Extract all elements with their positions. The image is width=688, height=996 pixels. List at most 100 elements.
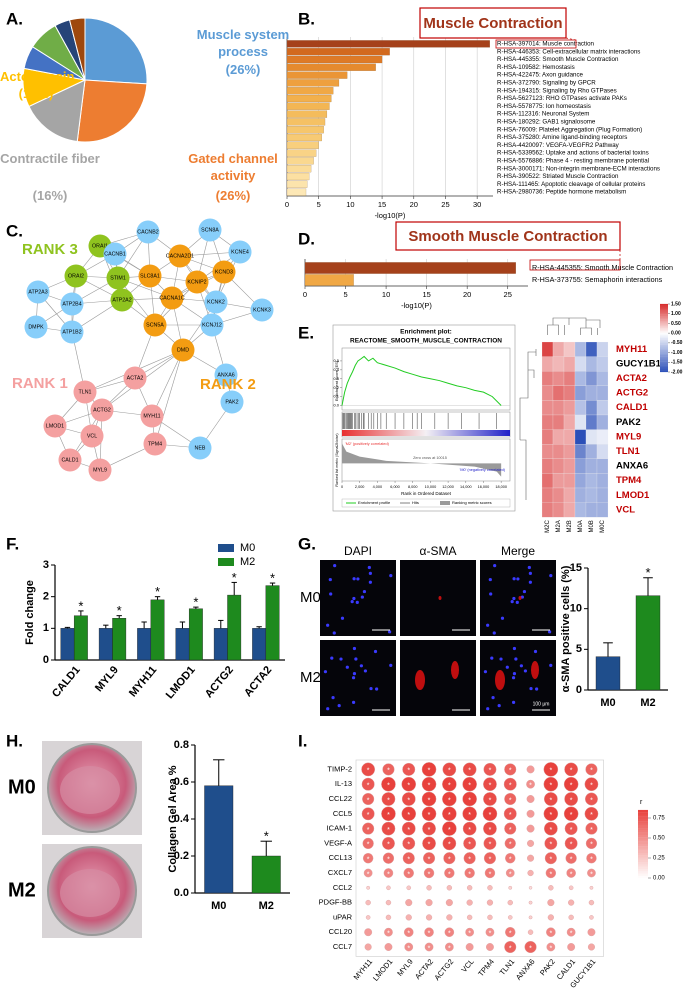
- correlation-dot: [462, 821, 477, 836]
- error-bar: [603, 642, 613, 657]
- y-axis-label: Collagen Gel Area %: [167, 765, 179, 872]
- bar: [175, 628, 190, 661]
- colorbar-step: [638, 819, 648, 822]
- correlation-dot: [587, 868, 596, 878]
- heatmap-cell: [563, 502, 576, 518]
- significance: *: [489, 783, 492, 790]
- colorbar-step: [638, 871, 648, 874]
- colorbar-step: [660, 360, 668, 362]
- heatmap-cell: [541, 356, 554, 372]
- legend-label: Ranking metric scores: [452, 500, 492, 505]
- y-tick-label: 0: [576, 684, 582, 696]
- pie-slice: [28, 79, 86, 143]
- correlation-dot: [403, 927, 414, 937]
- significance: *: [570, 842, 573, 849]
- y-tick-label: 0.4: [333, 367, 339, 372]
- heatmap-cell: [585, 429, 598, 445]
- correlation-dot: [585, 763, 598, 776]
- node-label: ATP2B4: [62, 301, 81, 307]
- x-tick-label: 8,000: [408, 485, 418, 489]
- nucleus: [369, 686, 373, 691]
- nucleus: [548, 630, 552, 634]
- sma-stain: [518, 596, 522, 600]
- significance: *: [448, 842, 451, 849]
- bar: [286, 40, 490, 48]
- node-label: KCNJ12: [202, 322, 222, 328]
- correlation-dot: [462, 762, 477, 777]
- colorbar-step: [638, 834, 648, 838]
- colorbar-step: [660, 324, 668, 327]
- y-tick-label: 0.3: [333, 376, 339, 381]
- correlation-dot: [465, 943, 474, 951]
- colorbar-step: [638, 837, 648, 840]
- node: [200, 313, 224, 337]
- row-label: TPM4: [616, 475, 642, 486]
- row-label: MYH11: [616, 344, 648, 355]
- correlation-dot: [364, 928, 373, 937]
- colorbar-step: [660, 329, 668, 332]
- significance: *: [428, 871, 431, 878]
- significance: *: [428, 797, 431, 804]
- node: [26, 280, 50, 304]
- nucleus: [389, 663, 393, 667]
- node-label: CACNA2D1: [166, 253, 194, 259]
- node: [103, 242, 127, 266]
- x-tick-label: M2: [259, 900, 274, 912]
- heatmap-cell: [574, 400, 587, 416]
- bar: [286, 79, 340, 87]
- node-label: KCNIP2: [187, 279, 206, 285]
- correlation-dot: [381, 821, 396, 836]
- bar: [286, 87, 334, 95]
- row-label: ACTA2: [616, 373, 647, 384]
- y-tick-label: 0.2: [333, 385, 339, 390]
- nucleus: [499, 657, 503, 661]
- hit-gradient: [342, 430, 510, 436]
- correlation-dot: [425, 914, 433, 921]
- legend-label: M2: [240, 556, 255, 568]
- colorbar-step: [660, 327, 668, 330]
- significance: *: [448, 945, 451, 952]
- significance: *: [448, 827, 451, 834]
- heatmap-cell: [541, 473, 554, 489]
- correlation-dot: [381, 776, 396, 792]
- nucleus: [368, 580, 372, 584]
- gel: [60, 869, 120, 917]
- significance: *: [367, 857, 370, 864]
- legend-swatch: [440, 501, 450, 505]
- bar: [286, 165, 312, 173]
- correlation-dot: [564, 762, 578, 777]
- error-bar: [269, 582, 276, 586]
- matrix-frame: [355, 759, 604, 957]
- heatmap-cell: [585, 414, 598, 430]
- significance: *: [367, 842, 370, 849]
- significance: *: [590, 783, 593, 790]
- nucleus: [375, 687, 379, 691]
- correlation-dot: [404, 942, 414, 952]
- bar: [252, 628, 267, 661]
- nucleus: [528, 571, 532, 575]
- y-tick-label: 0.4: [174, 813, 190, 825]
- significance: *: [155, 584, 160, 599]
- nucleus: [323, 670, 328, 674]
- row-label: VEGF-A: [324, 838, 352, 847]
- legend-label: Enrichment profile: [358, 500, 391, 505]
- category-label: R-HSA-111465: Apoptotic cleavage of cell…: [497, 181, 645, 188]
- nucleus: [350, 600, 354, 604]
- significance: *: [529, 783, 532, 790]
- row-label: CCL13: [329, 853, 352, 862]
- row-label: GUCY1B1: [616, 358, 662, 369]
- column-label: ANXA6: [514, 957, 537, 982]
- correlation-dot: [505, 868, 515, 878]
- legend-label: Hits: [412, 500, 419, 505]
- y-tick-label: 0.2: [174, 850, 189, 862]
- node-label: CACNB1: [104, 251, 126, 257]
- x-tick-label: 20: [410, 200, 418, 209]
- colorbar-step: [638, 859, 648, 863]
- plot-title: Enrichment plot:: [400, 329, 452, 336]
- colorbar-step: [660, 315, 668, 318]
- correlation-dot: [384, 927, 393, 937]
- bar: [73, 615, 88, 661]
- heatmap-cell: [574, 356, 587, 372]
- significance: *: [428, 857, 431, 864]
- correlation-dot: [526, 824, 535, 833]
